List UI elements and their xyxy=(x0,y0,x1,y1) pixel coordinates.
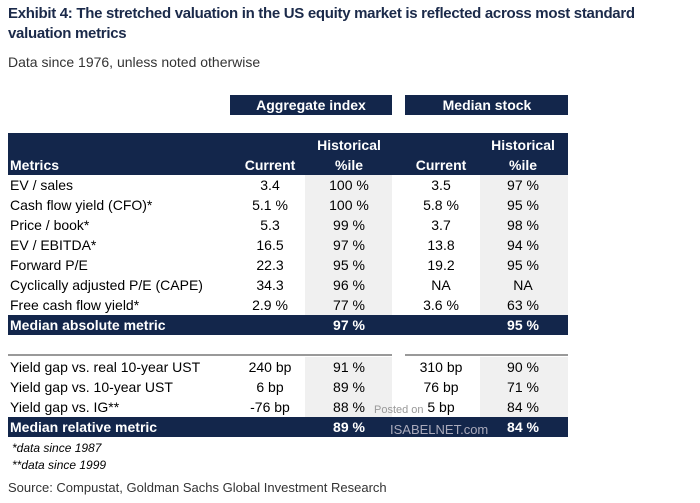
cell: 3.6 % xyxy=(423,297,459,313)
column-header: %ile xyxy=(508,157,538,173)
column-header: Current xyxy=(415,157,467,173)
cell: -76 bp xyxy=(250,399,290,415)
cell: 2.9 % xyxy=(252,297,288,313)
header-band xyxy=(8,133,568,175)
row-label: Yield gap vs. real 10-year UST xyxy=(10,359,201,375)
cell: 13.8 xyxy=(427,237,455,253)
summary-band xyxy=(8,315,568,335)
watermark: Posted on xyxy=(374,404,424,416)
cell: 310 bp xyxy=(419,359,463,375)
note: *data since 1987 xyxy=(12,441,102,455)
cell: 34.3 xyxy=(256,277,284,293)
cell: 96 % xyxy=(333,277,365,293)
summary-value: 84 % xyxy=(507,419,539,435)
cell: 19.2 xyxy=(427,257,455,273)
column-header: Current xyxy=(244,157,296,173)
cell: 91 % xyxy=(333,359,365,375)
group-band xyxy=(405,95,568,115)
row-label: Free cash flow yield* xyxy=(10,297,140,313)
group-header: Median stock xyxy=(442,97,532,113)
cell: 88 % xyxy=(333,399,365,415)
cell: 84 % xyxy=(507,399,539,415)
cell: 3.4 xyxy=(260,177,280,193)
source: Source: Compustat, Goldman Sachs Global … xyxy=(8,480,387,495)
cell: 100 % xyxy=(329,197,369,213)
cell: 97 % xyxy=(333,237,365,253)
cell: 94 % xyxy=(507,237,539,253)
cell: 3.5 xyxy=(431,177,451,193)
row-label: EV / EBITDA* xyxy=(10,237,97,253)
cell: 5.3 xyxy=(260,217,280,233)
column-header: Historical xyxy=(317,137,381,153)
subtitle: Data since 1976, unless noted otherwise xyxy=(8,54,261,70)
cell: 95 % xyxy=(507,257,539,273)
row-label: Cyclically adjusted P/E (CAPE) xyxy=(10,277,203,293)
cell: 100 % xyxy=(329,177,369,193)
row-label: Forward P/E xyxy=(10,257,88,273)
cell: 98 % xyxy=(507,217,539,233)
summary-band xyxy=(8,417,568,437)
summary-value: 95 % xyxy=(507,317,539,333)
cell: 99 % xyxy=(333,217,365,233)
row-label: Cash flow yield (CFO)* xyxy=(10,197,153,213)
row-label: Price / book* xyxy=(10,217,90,233)
cell: 95 % xyxy=(507,197,539,213)
cell: 77 % xyxy=(333,297,365,313)
cell: 5.8 % xyxy=(423,197,459,213)
cell: 63 % xyxy=(507,297,539,313)
cell: 22.3 xyxy=(256,257,284,273)
cell: 76 bp xyxy=(423,379,459,395)
row-label: Yield gap vs. 10-year UST xyxy=(10,379,173,395)
cell: NA xyxy=(513,277,533,293)
summary-value: 97 % xyxy=(333,317,365,333)
cell: 95 % xyxy=(333,257,365,273)
separator xyxy=(8,354,392,356)
column-header: %ile xyxy=(334,157,364,173)
cell: 240 bp xyxy=(248,359,292,375)
cell: 5.1 % xyxy=(252,197,288,213)
cell: 90 % xyxy=(507,359,539,375)
note: **data since 1999 xyxy=(12,458,107,472)
shade xyxy=(480,357,568,417)
separator xyxy=(405,354,568,356)
cell: 3.7 xyxy=(431,217,451,233)
cell: 89 % xyxy=(333,379,365,395)
title: Exhibit 4: The stretched valuation in th… xyxy=(8,5,635,42)
shade xyxy=(305,175,392,317)
group-band xyxy=(230,95,392,115)
cell: 16.5 xyxy=(256,237,284,253)
column-header: Historical xyxy=(491,137,555,153)
column-header: Metrics xyxy=(10,157,60,173)
group-header: Aggregate index xyxy=(256,97,366,113)
cell: NA xyxy=(431,277,451,293)
watermark: ISABELNET.com xyxy=(390,422,489,437)
row-label: EV / sales xyxy=(10,177,74,193)
summary-label: Median relative metric xyxy=(10,419,158,435)
row-label: Yield gap vs. IG** xyxy=(10,399,120,415)
cell: 6 bp xyxy=(256,379,284,395)
cell: 97 % xyxy=(507,177,539,193)
shade xyxy=(305,357,392,417)
summary-value: 89 % xyxy=(333,419,365,435)
shade xyxy=(480,175,568,317)
summary-label: Median absolute metric xyxy=(10,317,166,333)
cell: 71 % xyxy=(507,379,539,395)
cell: 5 bp xyxy=(427,399,455,415)
